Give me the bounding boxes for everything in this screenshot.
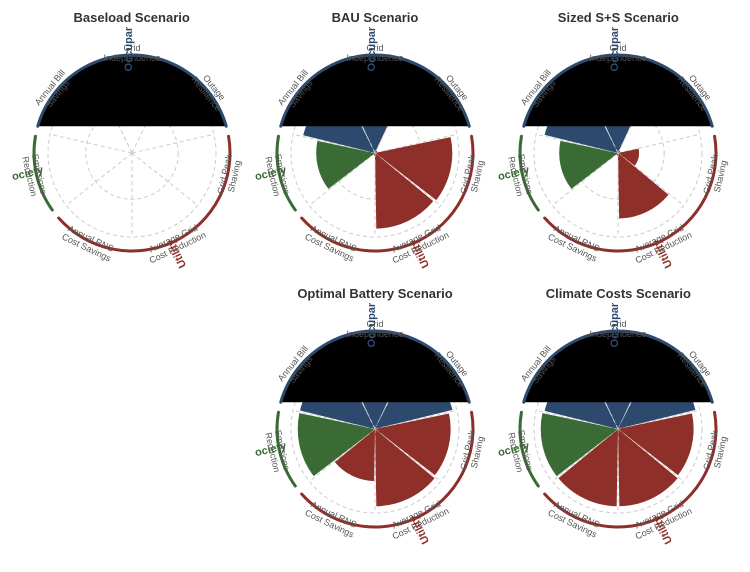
chart-svg-slot: GridIndependenceOutageResilienceGrid Pea… bbox=[255, 303, 495, 562]
wedge-avg_grid_cost_reduction bbox=[618, 153, 669, 219]
group-label-occupants: Occupants bbox=[609, 27, 621, 71]
metric-label-annual_rns_cost_savings: Annual RNSCost Savings bbox=[303, 223, 360, 264]
chart-bau: BAU Scenario GridIndependenceOutageResil… bbox=[255, 10, 495, 286]
chart-svg-slot: GridIndependenceOutageResilienceGrid Pea… bbox=[255, 27, 495, 286]
chart-title: Optimal Battery Scenario bbox=[297, 286, 452, 301]
chart-baseload: Baseload Scenario GridIndependenceOutage… bbox=[12, 10, 252, 286]
group-label-occupants: Occupants bbox=[609, 303, 621, 347]
metric-label-annual_rns_cost_savings: Annual RNSCost Savings bbox=[303, 499, 360, 540]
metric-label-grid_peak_shaving: Grid PeakShaving bbox=[702, 153, 731, 197]
group-label-occupants: Occupants bbox=[123, 27, 135, 71]
chart-title: Baseload Scenario bbox=[73, 10, 189, 25]
group-label-occupants: Occupants bbox=[366, 27, 378, 71]
charts-grid: Baseload Scenario GridIndependenceOutage… bbox=[10, 10, 740, 562]
chart-climate-costs: Climate Costs Scenario GridIndependenceO… bbox=[498, 286, 738, 562]
chart-title: Climate Costs Scenario bbox=[546, 286, 691, 301]
chart-svg-slot: GridIndependenceOutageResilienceGrid Pea… bbox=[498, 303, 738, 562]
chart-title: Sized S+S Scenario bbox=[558, 10, 679, 25]
chart-svg-slot: GridIndependenceOutageResilienceGrid Pea… bbox=[12, 27, 252, 286]
group-label-occupants: Occupants bbox=[366, 303, 378, 347]
metric-label-annual_rns_cost_savings: Annual RNSCost Savings bbox=[60, 223, 117, 264]
metric-label-grid_peak_shaving: Grid PeakShaving bbox=[458, 153, 487, 197]
metric-label-grid_peak_shaving: Grid PeakShaving bbox=[458, 429, 487, 473]
metric-label-annual_rns_cost_savings: Annual RNSCost Savings bbox=[547, 499, 604, 540]
metric-label-grid_peak_shaving: Grid PeakShaving bbox=[702, 429, 731, 473]
chart-sized: Sized S+S Scenario GridIndependenceOutag… bbox=[498, 10, 738, 286]
metric-label-annual_rns_cost_savings: Annual RNSCost Savings bbox=[547, 223, 604, 264]
chart-svg-slot: GridIndependenceOutageResilienceGrid Pea… bbox=[498, 27, 738, 286]
chart-optimal-battery: Optimal Battery Scenario GridIndependenc… bbox=[255, 286, 495, 562]
metric-label-grid_peak_shaving: Grid PeakShaving bbox=[215, 153, 244, 197]
chart-title: BAU Scenario bbox=[332, 10, 419, 25]
